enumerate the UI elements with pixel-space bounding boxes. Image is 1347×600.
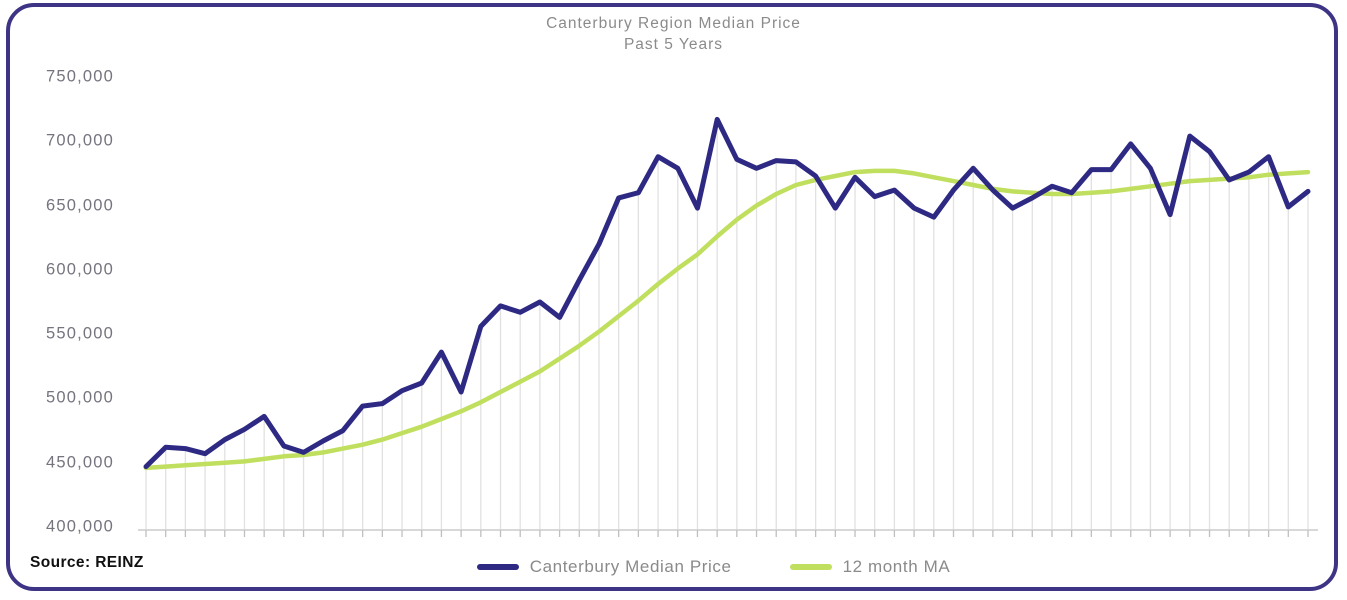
y-tick-label: 500,000 bbox=[45, 388, 114, 407]
y-tick-label: 700,000 bbox=[45, 131, 114, 150]
median-series-line bbox=[143, 116, 1311, 470]
chart-subtitle: Past 5 Years bbox=[623, 36, 724, 53]
y-tick-label: 650,000 bbox=[45, 196, 114, 215]
ma-series-line bbox=[143, 168, 1311, 471]
chart-frame bbox=[6, 3, 1338, 591]
chart-title-block: Canterbury Region Median Price Past 5 Ye… bbox=[0, 13, 1347, 55]
y-tick-label: 750,000 bbox=[45, 67, 114, 86]
median-line-swatch bbox=[476, 564, 519, 570]
y-tick-label: 450,000 bbox=[45, 453, 114, 472]
y-tick-label: 600,000 bbox=[45, 260, 114, 279]
x-axis-ticks bbox=[145, 530, 1309, 537]
legend-label-median: Canterbury Median Price bbox=[529, 557, 732, 576]
y-tick-label: 400,000 bbox=[45, 517, 114, 536]
legend-item-ma: 12 month MA bbox=[789, 557, 951, 577]
source-label: Source: REINZ bbox=[30, 554, 144, 571]
ma-line-swatch bbox=[789, 564, 832, 570]
y-tick-label: 550,000 bbox=[45, 324, 114, 343]
legend-label-ma: 12 month MA bbox=[842, 557, 951, 576]
legend-item-median: Canterbury Median Price bbox=[476, 557, 732, 577]
chart-legend: Canterbury Median Price 12 month MA bbox=[120, 552, 1307, 582]
drop-gridlines bbox=[145, 121, 1309, 529]
y-axis-labels: 750,000 700,000 650,000 600,000 550,000 500,0… bbox=[0, 0, 120, 600]
chart-title: Canterbury Region Median Price bbox=[546, 15, 801, 32]
